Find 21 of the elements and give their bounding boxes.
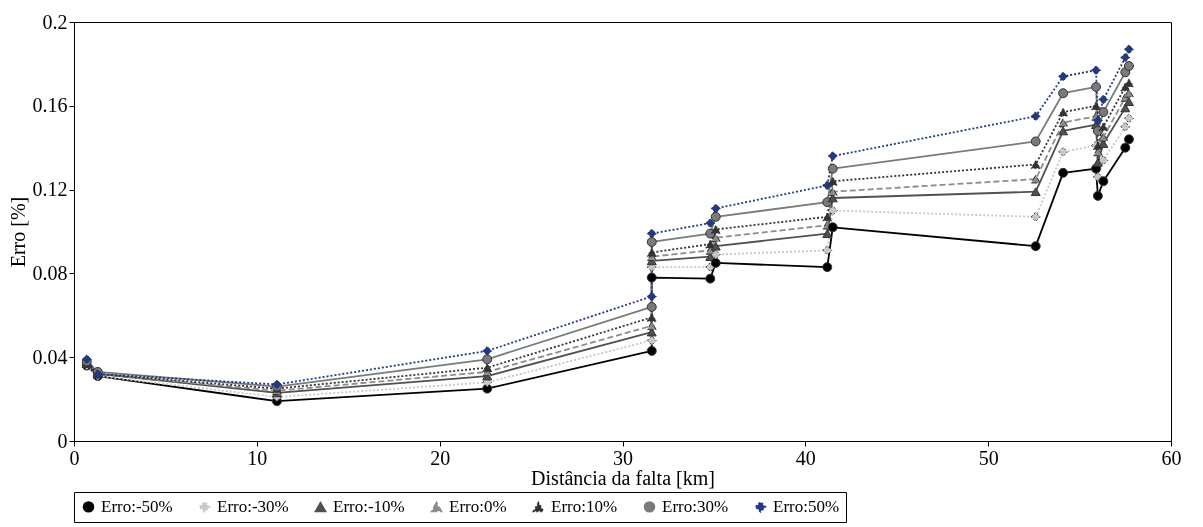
- y-tick-label: 0: [57, 429, 68, 452]
- x-tick-label: 30: [613, 446, 633, 469]
- y-tick-label: 0.2: [42, 10, 68, 33]
- legend-label: Erro:-10%: [333, 497, 405, 517]
- x-axis-title: Distância da falta [km]: [531, 466, 715, 489]
- y-axis-title: Erro [%]: [6, 196, 29, 268]
- legend-label: Erro:50%: [773, 496, 840, 516]
- legend-label: Erro:0%: [449, 497, 507, 517]
- legend-label: Erro:30%: [662, 496, 729, 516]
- x-tick-label: 40: [795, 446, 816, 469]
- x-tick-label: 50: [978, 446, 999, 469]
- y-tick-label: 0.08: [32, 261, 68, 284]
- legend-label: Erro:10%: [551, 497, 618, 517]
- y-tick-label: 0.12: [32, 178, 68, 201]
- x-tick-label: 60: [1161, 446, 1182, 469]
- y-tick-label: 0.04: [32, 345, 68, 368]
- x-tick-label: 10: [247, 446, 268, 469]
- y-tick-label: 0.16: [32, 94, 68, 117]
- legend-label: Erro:-30%: [217, 496, 289, 516]
- legend-label: Erro:-50%: [101, 496, 173, 516]
- x-tick-label: 20: [430, 446, 451, 469]
